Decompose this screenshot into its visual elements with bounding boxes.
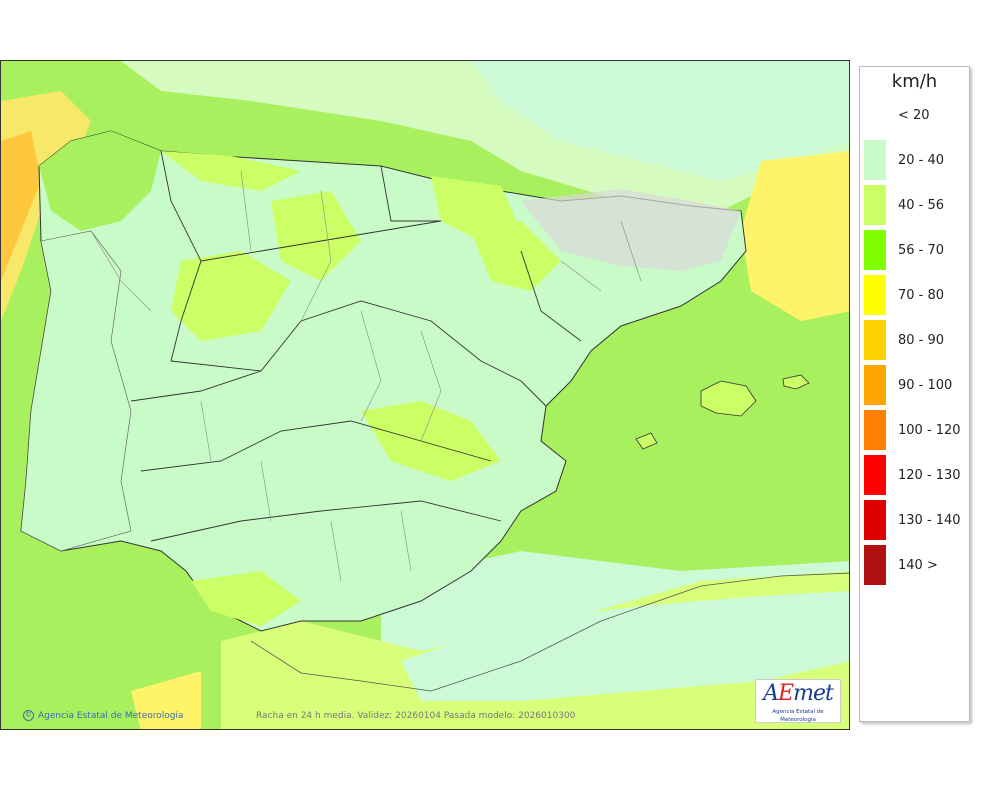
legend-label: 100 - 120 bbox=[898, 423, 961, 438]
region-borders bbox=[130, 150, 582, 542]
legend-label: 90 - 100 bbox=[898, 378, 953, 393]
legend-swatch bbox=[864, 185, 886, 225]
legend-item: 80 - 90 bbox=[864, 320, 968, 360]
biscay-sea-calm bbox=[471, 61, 849, 181]
wind-gust-map[interactable]: © Agencia Estatal de Meteorología Racha e… bbox=[0, 60, 850, 730]
legend-item: 40 - 56 bbox=[864, 185, 968, 225]
legend-swatch bbox=[864, 320, 886, 360]
legend-label: 40 - 56 bbox=[898, 198, 945, 213]
menorca bbox=[782, 374, 810, 390]
legend-label: 130 - 140 bbox=[898, 513, 961, 528]
legend-item: 56 - 70 bbox=[864, 230, 968, 270]
cantabria-band bbox=[161, 151, 301, 191]
burgos-patch bbox=[271, 191, 361, 281]
andalusia-patch bbox=[191, 571, 301, 626]
portugal bbox=[20, 230, 132, 552]
logo-letters: E bbox=[778, 681, 794, 706]
copyright-icon: © bbox=[23, 710, 34, 721]
legend-swatch bbox=[864, 95, 886, 135]
legend-title: km/h bbox=[891, 71, 938, 92]
la-mancha-patch bbox=[361, 401, 501, 481]
legend-label: 20 - 40 bbox=[898, 153, 945, 168]
galicia-green bbox=[39, 131, 161, 231]
legend-item: 20 - 40 bbox=[864, 140, 968, 180]
legend-swatch bbox=[864, 365, 886, 405]
legend-item: 100 - 120 bbox=[864, 410, 968, 450]
lion-gulf-yellow bbox=[741, 151, 849, 321]
legend-swatch bbox=[864, 230, 886, 270]
legend-swatch bbox=[864, 545, 886, 585]
legend-swatch bbox=[864, 410, 886, 450]
credit-label: Agencia Estatal de Meteorología bbox=[38, 711, 184, 721]
basque-band bbox=[431, 176, 521, 241]
legend-item: 70 - 80 bbox=[864, 275, 968, 315]
africa-land-calm bbox=[401, 591, 849, 701]
atlantic-orange bbox=[1, 131, 41, 281]
africa-coastline bbox=[250, 572, 849, 692]
aemet-logo-subtitle: Agencia Estatal de Meteorología bbox=[772, 709, 824, 723]
legend-label: < 20 bbox=[898, 108, 930, 123]
legend-item: 130 - 140 bbox=[864, 500, 968, 540]
ebro-patch bbox=[471, 221, 561, 291]
legend-swatch bbox=[864, 275, 886, 315]
aemet-logo: AEmet Agencia Estatal de Meteorología bbox=[755, 679, 841, 723]
south-atlantic-yellow bbox=[131, 671, 201, 729]
castile-patch bbox=[171, 251, 291, 341]
logo-letters: A bbox=[763, 681, 779, 706]
province-borders bbox=[90, 170, 642, 582]
mallorca bbox=[700, 380, 757, 417]
legend-item: 120 - 130 bbox=[864, 455, 968, 495]
credit-text: © Agencia Estatal de Meteorología bbox=[23, 710, 184, 721]
legend-label: 120 - 130 bbox=[898, 468, 961, 483]
legend-label: 56 - 70 bbox=[898, 243, 945, 258]
legend-label: 80 - 90 bbox=[898, 333, 945, 348]
legend-label: 70 - 80 bbox=[898, 288, 945, 303]
pyrenees-relief bbox=[521, 189, 741, 271]
legend-label: 140 > bbox=[898, 558, 938, 573]
legend-item: 90 - 100 bbox=[864, 365, 968, 405]
map-canvas bbox=[1, 61, 849, 729]
legend-panel: km/h < 20 20 - 40 40 - 56 56 - 70 70 - 80 80 … bbox=[859, 66, 970, 722]
logo-letters: met bbox=[793, 681, 834, 706]
legend-swatch bbox=[864, 500, 886, 540]
aemet-logo-word: AEmet bbox=[756, 680, 840, 708]
legend-swatch bbox=[864, 455, 886, 495]
map-caption: Racha en 24 h media. Validez: 20260104 P… bbox=[256, 711, 576, 721]
legend-item: < 20 bbox=[864, 95, 968, 135]
ibiza bbox=[635, 432, 658, 450]
legend-swatch bbox=[864, 140, 886, 180]
legend-item: 140 > bbox=[864, 545, 968, 585]
